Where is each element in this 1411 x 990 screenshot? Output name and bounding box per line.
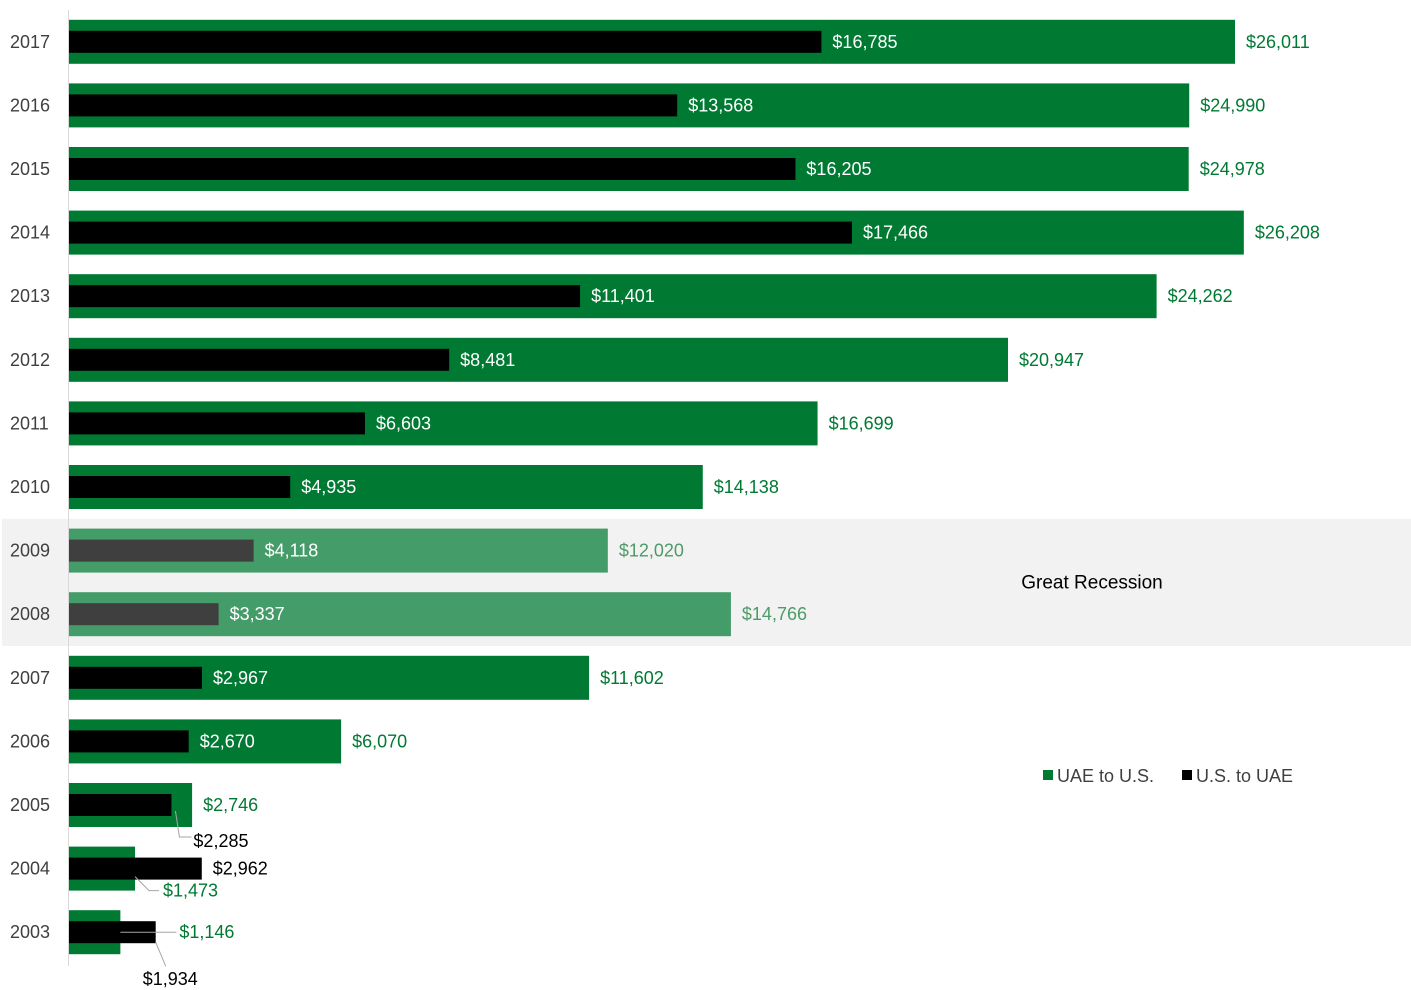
data-label-uae-to-us: $6,070 xyxy=(352,731,407,751)
bar-us-to-uae xyxy=(69,158,796,180)
data-label-us-to-uae: $4,118 xyxy=(265,541,319,561)
recession-label: Great Recession xyxy=(1021,572,1163,593)
data-label-uae-to-us: $20,947 xyxy=(1019,350,1084,370)
data-label-uae-to-us: $24,262 xyxy=(1168,286,1233,306)
data-label-us-to-uae: $1,934 xyxy=(143,969,198,989)
legend-label-us-to-uae: U.S. to UAE xyxy=(1196,766,1293,786)
y-tick-label: 2009 xyxy=(10,541,50,561)
bar-us-to-uae xyxy=(69,794,172,816)
data-label-uae-to-us: $26,208 xyxy=(1255,223,1320,243)
bars-layer xyxy=(69,19,1244,955)
y-tick-label: 2012 xyxy=(10,350,50,370)
data-labels-layer: $26,011 $16,785 $24,990 $13,568 $24,978 $16,2… xyxy=(120,32,1320,989)
data-label-us-to-uae: $17,466 xyxy=(863,223,928,243)
bar-us-to-uae xyxy=(69,412,365,435)
data-label-uae-to-us: $26,011 xyxy=(1246,32,1310,52)
data-label-us-to-uae: $2,962 xyxy=(213,859,268,879)
data-label-us-to-uae: $4,935 xyxy=(301,477,356,497)
y-tick-label: 2014 xyxy=(10,223,50,243)
y-tick-label: 2003 xyxy=(10,922,50,942)
bar-us-to-uae xyxy=(69,348,450,371)
data-label-us-to-uae: $2,670 xyxy=(200,731,255,751)
legend: UAE to U.S. U.S. to UAE xyxy=(1043,766,1293,786)
y-tick-label: 2017 xyxy=(10,32,50,52)
legend-swatch-uae-to-us xyxy=(1043,770,1053,780)
data-label-uae-to-us: $2,746 xyxy=(203,795,258,815)
y-tick-label: 2007 xyxy=(10,668,50,688)
bar-us-to-uae xyxy=(69,666,203,689)
data-label-uae-to-us: $24,990 xyxy=(1200,95,1265,115)
y-tick-label: 2015 xyxy=(10,159,50,179)
data-label-uae-to-us: $1,473 xyxy=(163,881,218,901)
y-tick-label: 2005 xyxy=(10,795,50,815)
y-tick-label: 2016 xyxy=(10,95,50,115)
y-tick-label: 2011 xyxy=(10,413,49,433)
data-label-uae-to-us: $14,138 xyxy=(714,477,779,497)
data-label-us-to-uae: $13,568 xyxy=(688,95,753,115)
y-tick-label: 2013 xyxy=(10,286,50,306)
y-tick-label: 2006 xyxy=(10,731,50,751)
data-label-us-to-uae: $3,337 xyxy=(230,604,285,624)
bar-us-to-uae xyxy=(69,30,822,53)
axis-layer: 2017 2016 2015 2014 2013 2012 2011 2010 2009 2008… xyxy=(10,10,69,966)
bar-us-to-uae xyxy=(69,476,291,498)
data-label-us-to-uae: $11,401 xyxy=(591,286,655,306)
bar-us-to-uae xyxy=(69,94,678,117)
y-tick-label: 2008 xyxy=(10,604,50,624)
bar-us-to-uae xyxy=(69,539,254,562)
bar-us-to-uae xyxy=(69,603,219,626)
data-label-us-to-uae: $2,285 xyxy=(193,831,248,851)
bar-us-to-uae xyxy=(69,285,581,308)
data-label-uae-to-us: $12,020 xyxy=(619,541,684,561)
bar-us-to-uae xyxy=(69,730,189,753)
legend-swatch-us-to-uae xyxy=(1182,770,1192,780)
data-label-uae-to-us: $24,978 xyxy=(1200,159,1265,179)
legend-label-uae-to-us: UAE to U.S. xyxy=(1057,766,1154,786)
data-label-us-to-uae: $6,603 xyxy=(376,413,431,433)
data-label-uae-to-us: $14,766 xyxy=(742,604,807,624)
bar-us-to-uae xyxy=(69,921,156,944)
data-label-us-to-uae: $16,785 xyxy=(832,32,897,52)
leader-line xyxy=(174,810,192,838)
y-tick-label: 2010 xyxy=(10,477,50,497)
y-tick-label: 2004 xyxy=(10,859,50,879)
leader-line xyxy=(134,876,160,892)
data-label-us-to-uae: $16,205 xyxy=(806,159,871,179)
bar-us-to-uae xyxy=(69,221,852,244)
bar-us-to-uae xyxy=(69,857,202,880)
leader-line xyxy=(155,942,167,967)
data-label-us-to-uae: $8,481 xyxy=(460,350,515,370)
data-label-uae-to-us: $16,699 xyxy=(829,413,894,433)
data-label-uae-to-us: $1,146 xyxy=(179,922,234,942)
data-label-uae-to-us: $11,602 xyxy=(600,668,664,688)
data-label-us-to-uae: $2,967 xyxy=(213,668,268,688)
